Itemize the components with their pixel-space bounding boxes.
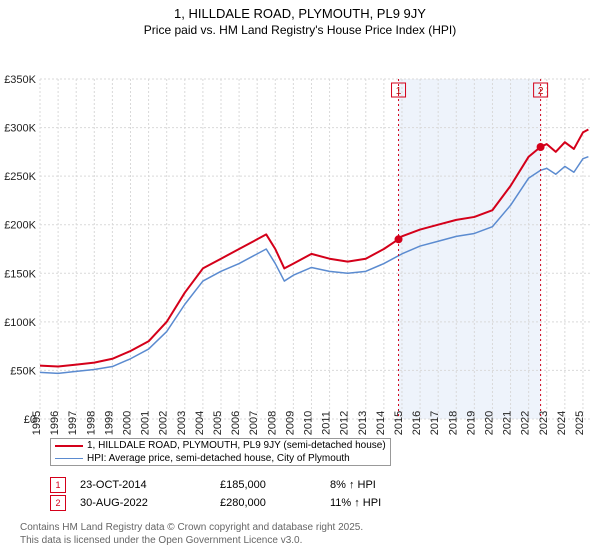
transaction-date: 23-OCT-2014 bbox=[80, 479, 220, 491]
svg-text:2005: 2005 bbox=[212, 411, 224, 435]
transaction-price: £280,000 bbox=[220, 497, 330, 509]
svg-text:2011: 2011 bbox=[321, 411, 333, 435]
transaction-marker: 2 bbox=[50, 495, 66, 511]
svg-text:2010: 2010 bbox=[302, 411, 314, 435]
transaction-hpi: 11% ↑ HPI bbox=[330, 497, 450, 509]
svg-text:2009: 2009 bbox=[284, 411, 296, 435]
svg-text:1996: 1996 bbox=[49, 411, 61, 435]
legend-item: 1, HILLDALE ROAD, PLYMOUTH, PL9 9JY (sem… bbox=[51, 439, 390, 452]
svg-text:2007: 2007 bbox=[248, 411, 260, 435]
svg-text:£250K: £250K bbox=[4, 171, 36, 183]
svg-text:2014: 2014 bbox=[375, 411, 387, 435]
svg-text:£150K: £150K bbox=[4, 268, 36, 280]
svg-text:2024: 2024 bbox=[556, 411, 568, 435]
svg-text:2008: 2008 bbox=[266, 411, 278, 435]
svg-text:1997: 1997 bbox=[67, 411, 79, 435]
legend: 1, HILLDALE ROAD, PLYMOUTH, PL9 9JY (sem… bbox=[50, 438, 391, 466]
transaction-price: £185,000 bbox=[220, 479, 330, 491]
svg-text:2001: 2001 bbox=[140, 411, 152, 435]
svg-text:£100K: £100K bbox=[4, 317, 36, 329]
svg-text:2013: 2013 bbox=[357, 411, 369, 435]
svg-text:2017: 2017 bbox=[429, 411, 441, 435]
svg-text:£200K: £200K bbox=[4, 220, 36, 232]
svg-text:2022: 2022 bbox=[520, 411, 532, 435]
transaction-table: 1 23-OCT-2014£185,0008% ↑ HPI 2 30-AUG-2022… bbox=[50, 476, 600, 512]
svg-text:£350K: £350K bbox=[4, 74, 36, 86]
attribution-line-2: This data is licensed under the Open Gov… bbox=[20, 535, 302, 546]
svg-text:1998: 1998 bbox=[85, 411, 97, 435]
svg-text:2002: 2002 bbox=[158, 411, 170, 435]
svg-text:2012: 2012 bbox=[339, 411, 351, 435]
transaction-date: 30-AUG-2022 bbox=[80, 497, 220, 509]
line-chart: £0£50K£100K£150K£200K£250K£300K£350K1995… bbox=[0, 37, 600, 447]
svg-text:£300K: £300K bbox=[4, 123, 36, 135]
legend-swatch bbox=[55, 445, 83, 447]
svg-text:2025: 2025 bbox=[574, 411, 586, 435]
svg-text:2: 2 bbox=[538, 86, 544, 97]
transaction-marker: 1 bbox=[50, 477, 66, 493]
svg-text:2021: 2021 bbox=[502, 411, 514, 435]
svg-text:2016: 2016 bbox=[411, 411, 423, 435]
svg-text:2019: 2019 bbox=[465, 411, 477, 435]
transaction-row: 2 30-AUG-2022£280,00011% ↑ HPI bbox=[50, 494, 600, 512]
svg-text:2023: 2023 bbox=[538, 411, 550, 435]
legend-label: 1, HILLDALE ROAD, PLYMOUTH, PL9 9JY (sem… bbox=[87, 440, 386, 451]
svg-text:£50K: £50K bbox=[10, 365, 36, 377]
chart-subtitle: Price paid vs. HM Land Registry's House … bbox=[0, 23, 600, 37]
transaction-hpi: 8% ↑ HPI bbox=[330, 479, 450, 491]
chart-title: 1, HILLDALE ROAD, PLYMOUTH, PL9 9JY bbox=[0, 6, 600, 21]
svg-text:1995: 1995 bbox=[31, 411, 43, 435]
legend-label: HPI: Average price, semi-detached house,… bbox=[87, 453, 350, 464]
transaction-row: 1 23-OCT-2014£185,0008% ↑ HPI bbox=[50, 476, 600, 494]
chart-container: £0£50K£100K£150K£200K£250K£300K£350K1995… bbox=[0, 37, 600, 447]
svg-text:2003: 2003 bbox=[176, 411, 188, 435]
svg-text:1: 1 bbox=[396, 86, 402, 97]
svg-text:1999: 1999 bbox=[103, 411, 115, 435]
svg-text:2006: 2006 bbox=[230, 411, 242, 435]
legend-swatch bbox=[55, 458, 83, 459]
svg-text:2004: 2004 bbox=[194, 411, 206, 435]
svg-text:2018: 2018 bbox=[447, 411, 459, 435]
svg-text:2020: 2020 bbox=[483, 411, 495, 435]
legend-item: HPI: Average price, semi-detached house,… bbox=[51, 452, 390, 465]
attribution-line-1: Contains HM Land Registry data © Crown c… bbox=[20, 522, 363, 533]
svg-text:2000: 2000 bbox=[121, 411, 133, 435]
